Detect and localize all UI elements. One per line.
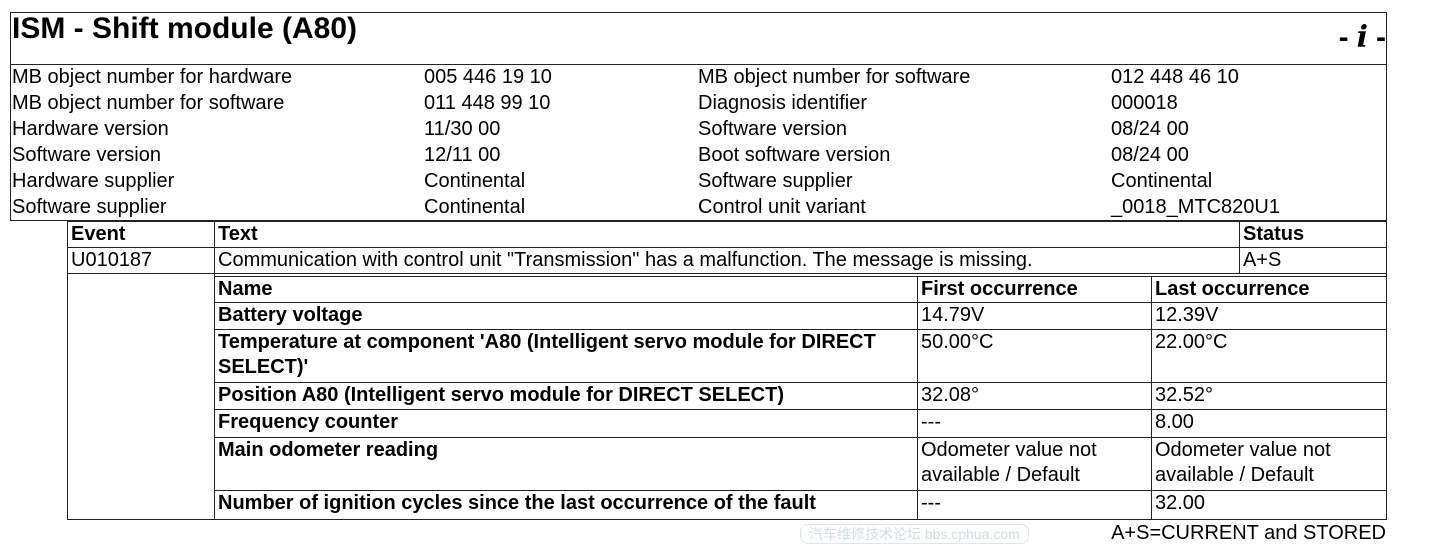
page-title: ISM - Shift module (A80) <box>12 12 357 45</box>
freeze-frame-cell: --- <box>917 409 1152 438</box>
freeze-frame-cell: Position A80 (Intelligent servo module f… <box>214 382 918 410</box>
info-label: Hardware version <box>12 118 169 140</box>
info-panel <box>10 12 1387 221</box>
info-value: Continental <box>1111 170 1213 192</box>
freeze-frame-cell: Battery voltage <box>214 302 918 330</box>
info-value: Continental <box>424 170 526 192</box>
freeze-frame-cell: 12.39V <box>1151 302 1387 330</box>
info-label: Hardware supplier <box>12 170 175 192</box>
watermark: 汽车维修技术论坛 bbs.cphua.com <box>800 524 1029 544</box>
freeze-frame-cell: Number of ignition cycles since the last… <box>214 490 918 520</box>
info-value: Continental <box>424 196 526 218</box>
freeze-frame-cell: 32.52° <box>1151 382 1387 410</box>
event-header: Status <box>1239 221 1387 248</box>
event-header: Event <box>67 221 215 248</box>
freeze-frame-header: Name <box>214 276 918 303</box>
freeze-frame-cell: Odometer value not available / Default <box>1151 437 1387 491</box>
freeze-frame-cell: --- <box>917 490 1152 520</box>
info-value: _0018_MTC820U1 <box>1111 196 1280 218</box>
freeze-frame-cell: Temperature at component 'A80 (Intellige… <box>214 329 918 383</box>
info-value: 12/11 00 <box>424 144 501 166</box>
freeze-frame-header: First occurrence <box>917 276 1152 303</box>
status-legend: A+S=CURRENT and STORED <box>1111 522 1386 544</box>
info-value: 08/24 00 <box>1111 118 1189 140</box>
event-header: Text <box>214 221 1240 248</box>
info-icon[interactable]: -i- <box>1338 20 1386 55</box>
info-label: Control unit variant <box>698 196 866 218</box>
info-label: MB object number for software <box>698 66 971 88</box>
info-value: 011 448 99 10 <box>424 92 551 114</box>
freeze-frame-cell: Frequency counter <box>214 409 918 438</box>
info-value: 11/30 00 <box>424 118 501 140</box>
freeze-frame-header: Last occurrence <box>1151 276 1387 303</box>
info-label: MB object number for software <box>12 92 285 114</box>
info-label: Diagnosis identifier <box>698 92 867 114</box>
info-label: Software supplier <box>698 170 853 192</box>
info-value: 005 446 19 10 <box>424 66 552 88</box>
freeze-frame-cell: 8.00 <box>1151 409 1387 438</box>
info-label: MB object number for hardware <box>12 66 293 88</box>
freeze-frame-cell: 14.79V <box>917 302 1152 330</box>
info-value: 08/24 00 <box>1111 144 1189 166</box>
freeze-frame-cell: 32.08° <box>917 382 1152 410</box>
info-label: Software version <box>698 118 847 140</box>
event-cell: Communication with control unit "Transmi… <box>214 247 1240 274</box>
event-detail-cell <box>67 273 215 520</box>
event-cell: U010187 <box>67 247 215 274</box>
title-divider <box>10 64 1387 65</box>
freeze-frame-cell: 32.00 <box>1151 490 1387 520</box>
info-label: Boot software version <box>698 144 891 166</box>
info-label: Software supplier <box>12 196 167 218</box>
freeze-frame-cell: 22.00°C <box>1151 329 1387 383</box>
event-cell: A+S <box>1239 247 1387 274</box>
freeze-frame-cell: Odometer value not available / Default <box>917 437 1152 491</box>
info-label: Software version <box>12 144 161 166</box>
freeze-frame-cell: Main odometer reading <box>214 437 918 491</box>
info-value: 000018 <box>1111 92 1178 114</box>
freeze-frame-cell: 50.00°C <box>917 329 1152 383</box>
info-value: 012 448 46 10 <box>1111 66 1239 88</box>
